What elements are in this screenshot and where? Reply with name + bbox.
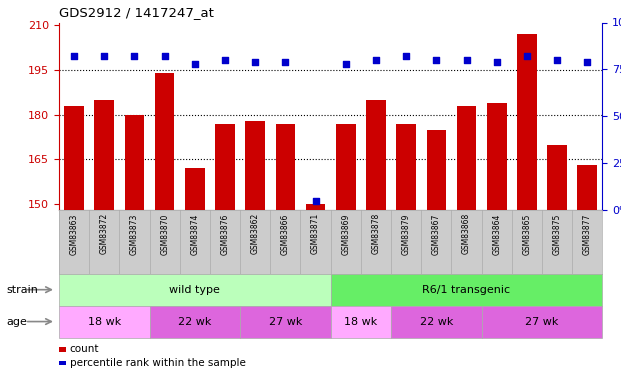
Text: 22 wk: 22 wk: [420, 316, 453, 327]
Text: GSM83866: GSM83866: [281, 213, 290, 255]
Text: 18 wk: 18 wk: [344, 316, 378, 327]
Bar: [391, 306, 482, 338]
Text: GSM83878: GSM83878: [371, 213, 381, 254]
Bar: [150, 306, 240, 338]
Point: [522, 53, 532, 59]
Text: percentile rank within the sample: percentile rank within the sample: [70, 358, 245, 368]
Text: 27 wk: 27 wk: [525, 316, 559, 327]
Point: [432, 57, 442, 63]
Text: GSM83867: GSM83867: [432, 213, 441, 255]
Bar: [306, 204, 325, 210]
Point: [220, 57, 230, 63]
Point: [341, 61, 351, 67]
Text: GSM83871: GSM83871: [311, 213, 320, 254]
Text: count: count: [70, 344, 99, 354]
Bar: [336, 124, 356, 210]
Text: GSM83876: GSM83876: [220, 213, 230, 255]
Point: [401, 53, 411, 59]
Point: [99, 53, 109, 59]
Bar: [427, 130, 446, 210]
Text: 18 wk: 18 wk: [88, 316, 121, 327]
Bar: [240, 306, 330, 338]
Bar: [330, 306, 391, 338]
Text: GSM83865: GSM83865: [522, 213, 532, 255]
Point: [69, 53, 79, 59]
Point: [461, 57, 471, 63]
Text: GSM83862: GSM83862: [251, 213, 260, 254]
Bar: [517, 34, 537, 210]
Bar: [276, 124, 295, 210]
Text: GSM83868: GSM83868: [462, 213, 471, 254]
Text: R6/1 transgenic: R6/1 transgenic: [422, 285, 510, 295]
Bar: [578, 165, 597, 210]
Bar: [185, 168, 205, 210]
Text: GSM83873: GSM83873: [130, 213, 139, 255]
Bar: [94, 100, 114, 210]
Bar: [59, 274, 330, 306]
Point: [250, 59, 260, 65]
Bar: [125, 115, 144, 210]
Bar: [396, 124, 416, 210]
Bar: [487, 103, 507, 210]
Bar: [155, 73, 175, 210]
Point: [492, 59, 502, 65]
Text: GSM83864: GSM83864: [492, 213, 501, 255]
Point: [582, 59, 592, 65]
Text: GSM83874: GSM83874: [191, 213, 199, 255]
Bar: [59, 306, 150, 338]
Point: [281, 59, 291, 65]
Bar: [482, 306, 602, 338]
Point: [310, 198, 320, 204]
Point: [160, 53, 170, 59]
Text: GSM83877: GSM83877: [582, 213, 592, 255]
Text: 22 wk: 22 wk: [178, 316, 212, 327]
Text: wild type: wild type: [170, 285, 220, 295]
Text: GSM83872: GSM83872: [100, 213, 109, 254]
Bar: [547, 144, 567, 210]
Text: age: age: [6, 316, 27, 327]
Bar: [65, 106, 84, 210]
Point: [552, 57, 562, 63]
Text: GSM83870: GSM83870: [160, 213, 169, 255]
Text: 27 wk: 27 wk: [269, 316, 302, 327]
Point: [130, 53, 140, 59]
Text: GSM83869: GSM83869: [342, 213, 350, 255]
Bar: [245, 121, 265, 210]
Bar: [456, 106, 476, 210]
Point: [190, 61, 200, 67]
Bar: [330, 274, 602, 306]
Text: GSM83879: GSM83879: [402, 213, 410, 255]
Bar: [215, 124, 235, 210]
Text: GSM83875: GSM83875: [553, 213, 561, 255]
Text: GSM83863: GSM83863: [70, 213, 79, 255]
Point: [371, 57, 381, 63]
Bar: [366, 100, 386, 210]
Text: strain: strain: [6, 285, 38, 295]
Text: GDS2912 / 1417247_at: GDS2912 / 1417247_at: [59, 6, 214, 20]
